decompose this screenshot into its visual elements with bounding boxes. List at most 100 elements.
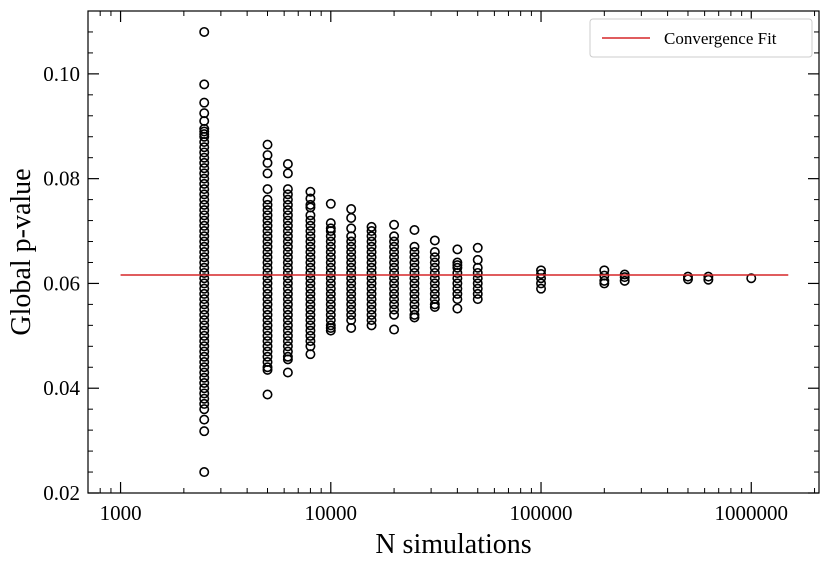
data-point-0-52	[199, 362, 210, 373]
data-point-6-4	[366, 241, 377, 252]
data-point-8-15	[409, 312, 420, 323]
data-point-5-6	[346, 247, 357, 258]
data-point-0-57	[199, 388, 210, 399]
x-tick-label: 10000	[305, 501, 358, 525]
data-point-4-14	[325, 283, 336, 294]
data-point-2-28	[282, 320, 293, 331]
data-point-1-35	[262, 351, 273, 362]
data-point-2-12	[282, 236, 293, 247]
data-point-6-0	[366, 221, 377, 232]
data-point-7-17	[389, 324, 400, 335]
data-point-6-3	[366, 236, 377, 247]
data-point-0-30	[199, 247, 210, 258]
data-point-1-9	[262, 215, 273, 226]
data-point-3-5	[305, 215, 316, 226]
data-point-1-20	[262, 273, 273, 284]
data-point-0-8	[199, 131, 210, 142]
data-point-4-0	[325, 198, 336, 209]
data-point-7-16	[389, 309, 400, 320]
data-point-4-3	[325, 226, 336, 237]
data-point-0-45	[199, 325, 210, 336]
data-point-2-5	[282, 199, 293, 210]
data-point-6-5	[366, 247, 377, 258]
data-point-4-18	[325, 304, 336, 315]
data-point-11-2	[472, 262, 483, 273]
data-point-2-16	[282, 257, 293, 268]
data-point-12-2	[536, 273, 547, 284]
data-point-2-1	[282, 168, 293, 179]
data-point-7-6	[389, 257, 400, 268]
data-point-8-6	[409, 267, 420, 278]
data-point-0-47	[199, 336, 210, 347]
axes-frame	[87, 10, 820, 494]
data-point-6-18	[366, 315, 377, 326]
data-point-4-13	[325, 278, 336, 289]
data-point-4-12	[325, 273, 336, 284]
data-point-1-12	[262, 231, 273, 242]
data-point-9-5	[429, 267, 440, 278]
data-point-0-31	[199, 252, 210, 263]
data-point-0-37	[199, 283, 210, 294]
data-point-12-4	[536, 283, 547, 294]
data-point-9-4	[429, 262, 440, 273]
data-point-11-8	[472, 294, 483, 305]
data-point-0-62	[199, 426, 210, 437]
data-point-1-8	[262, 210, 273, 221]
data-point-0-15	[199, 168, 210, 179]
data-point-0-11	[199, 147, 210, 158]
data-point-7-7	[389, 262, 400, 273]
data-point-4-8	[325, 252, 336, 263]
data-point-0-26	[199, 226, 210, 237]
data-point-7-14	[389, 299, 400, 310]
data-point-3-12	[305, 252, 316, 263]
data-point-6-1	[366, 226, 377, 237]
data-point-4-5	[325, 236, 336, 247]
data-point-3-6	[305, 220, 316, 231]
data-point-11-5	[472, 278, 483, 289]
data-point-2-13	[282, 241, 293, 252]
data-point-8-1	[409, 241, 420, 252]
data-point-1-3	[262, 168, 273, 179]
data-point-10-0	[452, 244, 463, 255]
data-point-1-15	[262, 247, 273, 258]
data-point-2-3	[282, 189, 293, 200]
data-point-4-17	[325, 299, 336, 310]
data-point-7-8	[389, 267, 400, 278]
data-point-2-27	[282, 315, 293, 326]
data-point-1-26	[262, 304, 273, 315]
data-point-0-32	[199, 257, 210, 268]
data-point-5-13	[346, 283, 357, 294]
data-point-3-7	[305, 226, 316, 237]
data-point-0-58	[199, 393, 210, 404]
data-point-0-44	[199, 320, 210, 331]
data-point-0-50	[199, 351, 210, 362]
data-point-9-8	[429, 283, 440, 294]
data-point-6-6	[366, 252, 377, 263]
data-point-2-23	[282, 294, 293, 305]
data-point-4-23	[325, 325, 336, 336]
data-point-1-6	[262, 199, 273, 210]
data-point-3-21	[305, 299, 316, 310]
data-point-5-17	[346, 304, 357, 315]
data-point-2-2	[282, 184, 293, 195]
data-point-2-9	[282, 220, 293, 231]
data-point-2-29	[282, 325, 293, 336]
data-point-5-16	[346, 299, 357, 310]
data-point-0-29	[199, 241, 210, 252]
data-point-6-13	[366, 288, 377, 299]
y-tick-label: 0.06	[43, 271, 80, 295]
data-point-10-6	[452, 278, 463, 289]
data-point-3-28	[305, 336, 316, 347]
data-point-0-18	[199, 184, 210, 195]
data-point-6-2	[366, 231, 377, 242]
data-point-6-10	[366, 273, 377, 284]
data-point-10-8	[452, 288, 463, 299]
data-point-4-19	[325, 309, 336, 320]
data-point-0-42	[199, 309, 210, 320]
data-point-0-38	[199, 288, 210, 299]
data-point-1-14	[262, 241, 273, 252]
data-point-0-39	[199, 294, 210, 305]
tick-labels: 1000 10000 100000 1000000 0.02 0.04 0.06 0.08 0.…	[43, 62, 788, 525]
data-point-2-8	[282, 215, 293, 226]
data-point-0-43	[199, 315, 210, 326]
